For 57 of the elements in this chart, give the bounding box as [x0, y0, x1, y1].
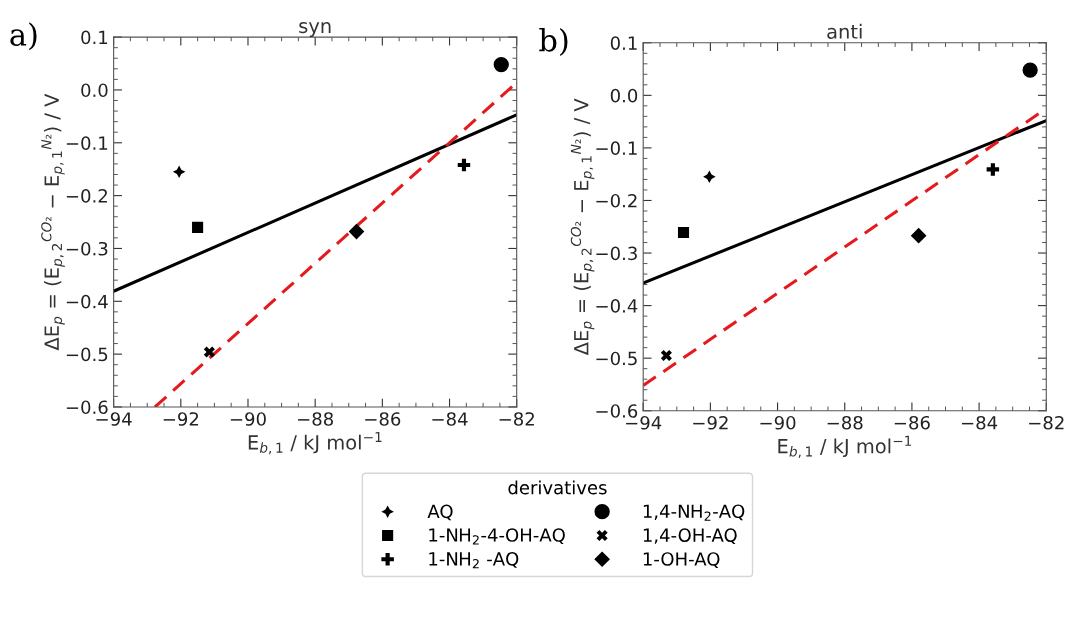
- x-tick-label: −94: [626, 415, 662, 430]
- x-tick-label: −88: [827, 415, 863, 430]
- x-tick-label: −92: [163, 412, 199, 426]
- legend-label: 1,4-NH$_{2}$-AQ: [643, 504, 745, 521]
- x-tick-label: −84: [432, 412, 468, 426]
- y-tick-label: −0.5: [596, 351, 637, 366]
- chart-title: syn: [299, 22, 331, 37]
- x-tick-label: −94: [96, 412, 132, 426]
- point: [986, 163, 1000, 176]
- chart-title: anti: [827, 23, 862, 39]
- text: ΔE$_{p}$ = (E$_{p,2}$$^{CO₂}$ − E$_{p,1}$$^{N₂}$) / V: [41, 93, 65, 351]
- x-tick-label: −82: [499, 412, 534, 426]
- point: [1022, 62, 1038, 78]
- x-tick-label: −82: [1029, 415, 1064, 430]
- point: [192, 221, 204, 233]
- y-tick-label: −0.5: [66, 347, 108, 362]
- x-tick-label: −86: [894, 415, 930, 430]
- x-axis-title: E$_{b,1}$ / kJ mol$^{−1}$: [248, 432, 382, 455]
- point: [348, 223, 365, 240]
- legend-label: 1-OH-AQ: [643, 552, 720, 568]
- y-tick-label: 0.0: [610, 88, 638, 103]
- x-tick-label: −92: [693, 415, 728, 430]
- legend-label: AQ: [427, 504, 453, 521]
- y-tick-label: 0.0: [81, 83, 108, 98]
- point: [172, 165, 186, 179]
- legend-label: 1-NH$_{2}$-4-OH-AQ: [429, 528, 565, 545]
- y-tick-label: 0.1: [610, 36, 637, 50]
- legend-title: derivatives: [508, 480, 607, 495]
- y-tick-label: −0.6: [596, 404, 638, 418]
- y-tick-label: −0.1: [66, 136, 108, 150]
- y-tick-label: −0.4: [66, 294, 108, 309]
- y-tick-label: −0.6: [66, 400, 108, 415]
- y-tick-label: −0.3: [596, 246, 637, 261]
- text: b): [539, 27, 568, 56]
- y-tick-label: −0.4: [596, 299, 638, 313]
- y-tick-label: −0.1: [596, 141, 637, 156]
- point: [677, 226, 690, 239]
- x-tick-label: −84: [961, 415, 998, 430]
- x-tick-label: −90: [760, 415, 796, 430]
- text: ΔE$_{p}$ = (E$_{p,2}$$^{CO₂}$ − E$_{p,1}$$^{N₂}$) / V: [570, 98, 595, 356]
- y-tick-label: −0.3: [66, 241, 108, 256]
- x-tick-label: −86: [365, 412, 401, 426]
- point: [703, 170, 716, 184]
- point: [457, 158, 471, 172]
- legend-label: 1,4-OH-AQ: [643, 528, 737, 545]
- point: [493, 56, 509, 73]
- y-tick-label: 0.1: [81, 30, 108, 45]
- x-axis-title: E$_{b,1}$ / kJ mol$^{−1}$: [778, 435, 912, 458]
- legend-label: 1-NH$_{2}$ -AQ: [429, 552, 519, 569]
- text: a): [10, 22, 37, 51]
- point: [203, 346, 215, 358]
- x-tick-label: −88: [298, 412, 333, 426]
- y-tick-label: −0.2: [596, 193, 637, 208]
- point: [660, 349, 672, 362]
- x-tick-label: −90: [230, 412, 266, 426]
- y-tick-label: −0.2: [66, 189, 107, 203]
- point: [911, 228, 927, 244]
